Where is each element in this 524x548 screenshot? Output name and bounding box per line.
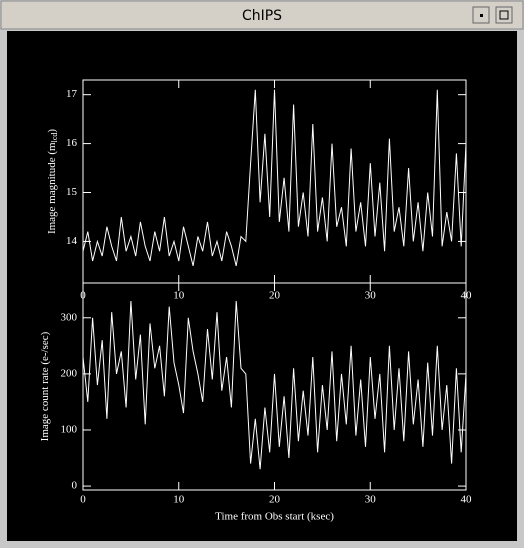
y-tick-label: 200 bbox=[61, 367, 78, 379]
x-tick-label: 0 bbox=[80, 494, 86, 506]
y-tick-label: 15 bbox=[66, 186, 78, 198]
minimize-icon bbox=[480, 14, 483, 17]
x-tick-label: 20 bbox=[269, 494, 281, 506]
y-axis-label-text: Image magnitude (m bbox=[46, 142, 58, 234]
maximize-button[interactable] bbox=[495, 6, 513, 24]
y-axis-label: Image magnitude (mlcd) bbox=[46, 129, 59, 234]
y-tick-label: 14 bbox=[66, 235, 78, 247]
maximize-icon bbox=[499, 10, 509, 20]
y-tick-label: 0 bbox=[72, 480, 78, 492]
y-tick-label: 100 bbox=[61, 424, 78, 436]
y-tick-label: 300 bbox=[61, 311, 78, 323]
x-tick-label: 10 bbox=[173, 494, 185, 506]
y-tick-label: 16 bbox=[66, 137, 78, 149]
data-line bbox=[82, 89, 467, 267]
plot-canvas bbox=[7, 31, 517, 541]
y-axis-label-subscript: lcd bbox=[50, 133, 59, 143]
data-line bbox=[82, 300, 467, 470]
y-axis-label: Image count rate (e-/sec) bbox=[39, 331, 51, 441]
y-axis-label-suffix: ) bbox=[46, 129, 58, 133]
x-tick-label: 10 bbox=[173, 290, 185, 302]
x-tick-label: 30 bbox=[365, 494, 377, 506]
window-title: ChIPS bbox=[242, 8, 282, 24]
x-tick-label: 20 bbox=[269, 290, 281, 302]
y-axis-label-text: Image count rate (e-/sec) bbox=[39, 331, 51, 441]
x-tick-label: 30 bbox=[365, 290, 377, 302]
x-axis-label: Time from Obs start (ksec) bbox=[215, 511, 334, 523]
x-tick-label: 40 bbox=[461, 494, 473, 506]
y-tick-label: 17 bbox=[66, 88, 78, 100]
title-bar bbox=[0, 0, 524, 30]
